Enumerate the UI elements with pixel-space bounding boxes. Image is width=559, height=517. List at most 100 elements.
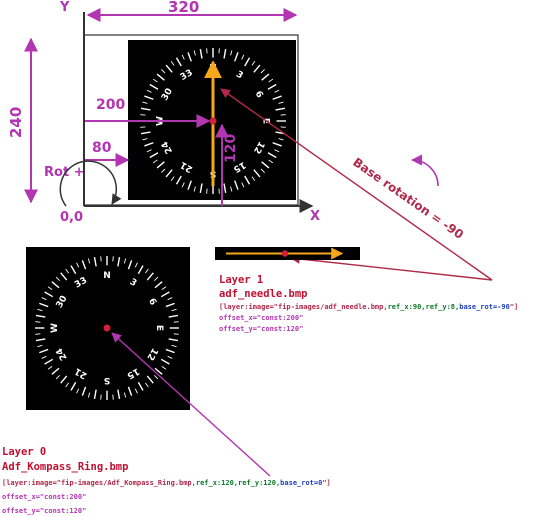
bottom-compass-tick-mark — [146, 375, 154, 384]
top-compass-tick-mark — [161, 168, 166, 173]
bottom-compass-tick-mark — [167, 297, 173, 301]
leader-line-top-needle — [220, 88, 493, 281]
top-compass-heading-label: 6 — [253, 90, 265, 100]
x-axis-label: X — [310, 209, 320, 224]
top-compass-tick-mark — [261, 161, 270, 169]
layer1-def-suffix: "] — [510, 303, 518, 311]
top-compass-tick-mark — [278, 101, 284, 104]
top-compass-tick-mark — [149, 152, 159, 159]
bottom-compass-tick-mark — [70, 265, 77, 275]
origin-label: 0,0 — [60, 210, 83, 225]
layer0-file: Adf_Kompass_Ring.bmp — [2, 461, 128, 473]
top-compass-tick-mark — [193, 50, 196, 56]
top-compass-tick-mark — [156, 73, 165, 81]
top-compass-heading-label: 3 — [234, 70, 244, 82]
bottom-compass-tick-mark — [39, 302, 49, 308]
rotation-indicator: Rot + — [44, 154, 439, 207]
layer0-definition: [layer:image="fip-images/Adf_Kompass_Rin… — [2, 479, 331, 487]
top-compass-tick-mark — [274, 89, 280, 93]
bottom-compass-tick-mark — [117, 256, 121, 267]
ref-x-value: 80 — [92, 140, 112, 156]
bottom-compass-tick-mark — [76, 262, 80, 268]
bottom-compass-heading-label: 6 — [146, 297, 158, 307]
bottom-compass-tick-mark — [154, 276, 159, 281]
bottom-compass-tick-mark — [37, 344, 43, 348]
bottom-compass-tick-mark — [47, 286, 53, 290]
top-compass-tick-mark — [244, 175, 251, 185]
top-compass-tick-mark — [234, 180, 239, 190]
y-axis-label: Y — [59, 0, 70, 15]
layer1-def-prefix: [layer:image="fip-images/adf_needle.bmp, — [219, 303, 388, 311]
bottom-compass-tick-mark — [44, 291, 54, 298]
bottom-compass-tick-mark — [87, 392, 91, 398]
rotation-label: Rot + — [44, 165, 85, 180]
bottom-compass-tick-mark — [154, 281, 163, 289]
bottom-compass-tick-mark — [168, 314, 179, 318]
top-compass-tick-mark — [260, 69, 265, 74]
bottom-compass-tick-mark — [137, 265, 144, 275]
bottom-compass-heading-label: 3 — [128, 277, 138, 289]
layer1-config: Layer 1 adf_needle.bmp [layer:image="fip… — [219, 274, 518, 333]
bottom-compass-tick-mark — [41, 297, 47, 301]
bottom-compass-tick-mark — [70, 381, 77, 391]
top-compass-tick-mark — [268, 159, 274, 164]
bottom-compass-tick-mark — [165, 302, 175, 308]
top-compass-tick-mark — [223, 48, 227, 59]
bottom-compass-tick-mark — [123, 258, 127, 264]
layer0-def-ref: ref_x:120,ref_y:120, — [196, 479, 280, 487]
bottom-compass-tick-mark — [51, 281, 60, 289]
bottom-compass-tick-mark — [134, 262, 138, 268]
bottom-compass-tick-mark — [55, 375, 60, 380]
bottom-compass-tick-mark — [51, 367, 60, 375]
bottom-compass-tick-mark — [76, 388, 80, 394]
top-compass-tick-mark — [181, 54, 185, 60]
bottom-compass-tick-mark — [154, 375, 159, 380]
top-compass-tick-mark — [170, 60, 175, 66]
top-compass-tick-mark — [230, 186, 233, 192]
rotation-arc-right — [410, 154, 439, 187]
bottom-compass-tick-mark — [168, 338, 179, 342]
bottom-compass-tick-mark — [44, 358, 54, 365]
bottom-compass-tick-mark — [117, 389, 121, 400]
bottom-compass-heading-label: N — [103, 271, 111, 281]
top-compass-tick-mark — [152, 78, 158, 83]
offset-y-arrow: 120 — [215, 123, 239, 206]
width-value: 320 — [168, 0, 199, 16]
top-compass-tick-mark — [272, 142, 282, 147]
bottom-compass-heading-label: S — [104, 375, 110, 385]
top-compass-tick-mark — [165, 64, 173, 73]
bottom-compass-tick-mark — [81, 386, 87, 396]
leader-line-compass — [111, 332, 271, 477]
top-compass-tick-mark — [175, 57, 182, 67]
top-compass-tick-mark — [230, 50, 233, 56]
top-compass-tick-mark — [253, 64, 261, 73]
bottom-compass-tick-mark — [93, 256, 97, 267]
top-compass-tick-mark — [241, 182, 245, 188]
bottom-compass-tick-mark — [55, 276, 60, 281]
top-compass-tick-mark — [146, 149, 152, 153]
layer1-def-rot: base_rot=-90 — [459, 303, 510, 311]
layer0-config: Layer 0 Adf_Kompass_Ring.bmp [layer:imag… — [2, 446, 331, 515]
bottom-compass-tick-mark — [145, 268, 149, 274]
bottom-compass-tick-mark — [161, 366, 167, 370]
top-compass-tick-mark — [187, 52, 192, 62]
bottom-compass-heading-label: W — [50, 323, 60, 333]
top-compass-tick-mark — [274, 149, 280, 153]
top-compass-tick-mark — [149, 83, 159, 90]
layer1-offset-x: offset_x="const:200" — [219, 314, 303, 322]
bottom-compass-tick-mark — [171, 308, 177, 312]
top-compass-tick-mark — [152, 159, 158, 164]
layer0-offset-x: offset_x="const:200" — [2, 493, 86, 501]
bottom-compass-tick-mark — [127, 260, 133, 270]
top-compass-tick-mark — [165, 169, 173, 178]
top-compass-tick-mark — [234, 52, 239, 62]
layer1-title: Layer 1 — [219, 274, 263, 286]
layer0-def-rot: base_rot=0 — [280, 479, 322, 487]
top-compass-tick-mark — [146, 89, 152, 93]
needle-layer-image — [215, 247, 360, 260]
bottom-compass-tick-mark — [47, 366, 53, 370]
top-compass-tick-mark — [272, 95, 282, 100]
